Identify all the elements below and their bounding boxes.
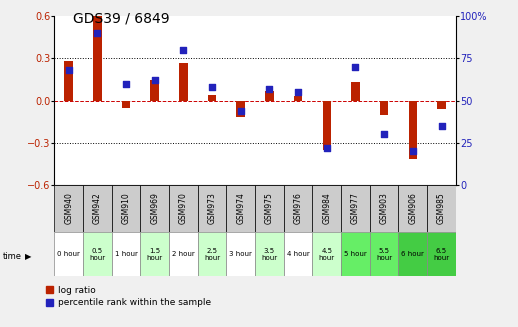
- Bar: [208, 95, 217, 101]
- Bar: [380, 101, 388, 114]
- Text: GSM985: GSM985: [437, 193, 446, 224]
- Bar: [341, 232, 370, 276]
- Bar: [409, 101, 417, 160]
- Text: 0 hour: 0 hour: [57, 251, 80, 257]
- Bar: [255, 185, 284, 232]
- Bar: [284, 232, 312, 276]
- Point: [351, 64, 359, 70]
- Text: GSM984: GSM984: [322, 193, 332, 224]
- Text: GSM940: GSM940: [64, 193, 73, 224]
- Text: 2.5
hour: 2.5 hour: [204, 248, 220, 261]
- Bar: [140, 185, 169, 232]
- Bar: [179, 63, 188, 101]
- Text: 4.5
hour: 4.5 hour: [319, 248, 335, 261]
- Text: 5.5
hour: 5.5 hour: [376, 248, 392, 261]
- Text: GSM976: GSM976: [294, 193, 303, 224]
- Point: [294, 90, 303, 95]
- Bar: [427, 185, 456, 232]
- Point: [122, 81, 130, 86]
- Bar: [169, 232, 198, 276]
- Bar: [198, 185, 226, 232]
- Bar: [112, 232, 140, 276]
- Bar: [54, 232, 83, 276]
- Text: 4 hour: 4 hour: [287, 251, 309, 257]
- Text: GSM974: GSM974: [236, 193, 246, 224]
- Text: GSM973: GSM973: [208, 193, 217, 224]
- Point: [380, 131, 388, 137]
- Bar: [150, 79, 159, 101]
- Text: GDS39 / 6849: GDS39 / 6849: [73, 11, 169, 26]
- Text: 3 hour: 3 hour: [229, 251, 252, 257]
- Text: GSM906: GSM906: [408, 193, 418, 224]
- Bar: [370, 185, 398, 232]
- Bar: [54, 185, 83, 232]
- Text: 1.5
hour: 1.5 hour: [147, 248, 163, 261]
- Text: 0.5
hour: 0.5 hour: [89, 248, 106, 261]
- Bar: [398, 185, 427, 232]
- Text: GSM942: GSM942: [93, 193, 102, 224]
- Bar: [64, 61, 73, 101]
- Bar: [226, 232, 255, 276]
- Text: GSM975: GSM975: [265, 193, 274, 224]
- Text: ▶: ▶: [25, 252, 32, 261]
- Text: 3.5
hour: 3.5 hour: [262, 248, 278, 261]
- Legend: log ratio, percentile rank within the sample: log ratio, percentile rank within the sa…: [46, 286, 211, 307]
- Bar: [398, 232, 427, 276]
- Text: GSM970: GSM970: [179, 193, 188, 224]
- Text: GSM969: GSM969: [150, 193, 159, 224]
- Bar: [198, 232, 226, 276]
- Bar: [294, 96, 303, 101]
- Point: [265, 86, 274, 91]
- Text: GSM903: GSM903: [380, 193, 388, 224]
- Bar: [323, 101, 331, 150]
- Text: 2 hour: 2 hour: [172, 251, 195, 257]
- Bar: [122, 101, 131, 108]
- Bar: [284, 185, 312, 232]
- Bar: [112, 185, 140, 232]
- Bar: [93, 16, 102, 101]
- Point: [409, 148, 417, 154]
- Bar: [226, 185, 255, 232]
- Bar: [437, 101, 446, 109]
- Point: [93, 30, 102, 36]
- Bar: [83, 185, 112, 232]
- Text: 6.5
hour: 6.5 hour: [434, 248, 450, 261]
- Bar: [265, 91, 274, 101]
- Text: time: time: [3, 252, 22, 261]
- Point: [323, 145, 331, 150]
- Text: 1 hour: 1 hour: [114, 251, 137, 257]
- Text: GSM910: GSM910: [122, 193, 131, 224]
- Point: [151, 78, 159, 83]
- Bar: [427, 232, 456, 276]
- Point: [179, 47, 188, 53]
- Point: [237, 108, 245, 113]
- Text: 5 hour: 5 hour: [344, 251, 367, 257]
- Bar: [370, 232, 398, 276]
- Bar: [255, 232, 284, 276]
- Bar: [169, 185, 198, 232]
- Bar: [237, 101, 245, 117]
- Text: GSM977: GSM977: [351, 193, 360, 224]
- Bar: [312, 232, 341, 276]
- Bar: [341, 185, 370, 232]
- Bar: [312, 185, 341, 232]
- Text: 6 hour: 6 hour: [401, 251, 424, 257]
- Point: [437, 123, 445, 129]
- Point: [65, 68, 73, 73]
- Bar: [140, 232, 169, 276]
- Point: [208, 84, 216, 90]
- Bar: [83, 232, 112, 276]
- Bar: [351, 82, 360, 101]
